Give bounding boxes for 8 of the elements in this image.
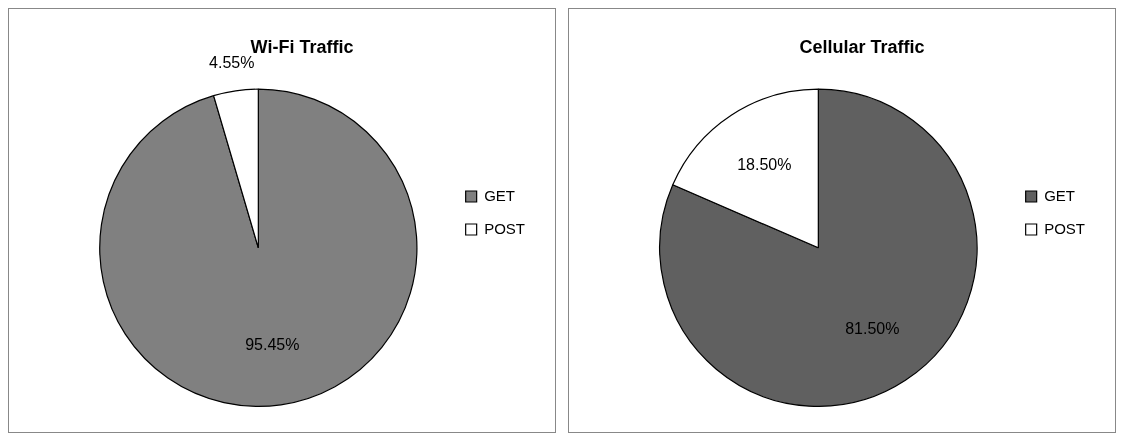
legend-label: POST (1044, 219, 1085, 237)
legend-label: GET (1044, 186, 1075, 204)
legend-label: GET (484, 186, 515, 204)
legend-label: POST (484, 219, 525, 237)
chart-title: Cellular Traffic (799, 36, 925, 57)
data-label: 81.50% (845, 320, 900, 338)
data-label: 18.50% (737, 156, 792, 174)
data-label: 95.45% (245, 335, 300, 353)
